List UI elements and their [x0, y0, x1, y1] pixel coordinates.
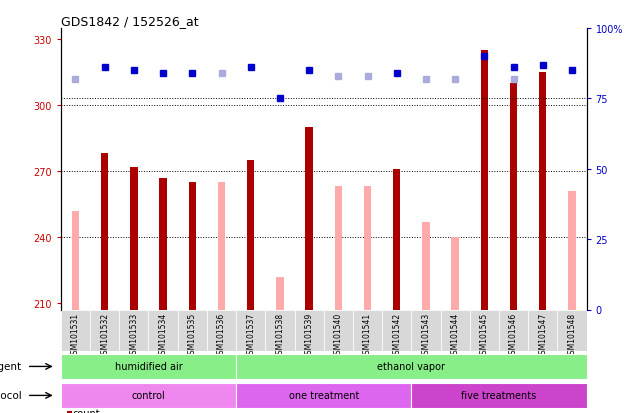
Bar	[510, 84, 517, 310]
Bar	[276, 277, 283, 310]
Bar	[382, 310, 412, 351]
Bar	[101, 154, 108, 310]
Bar	[61, 383, 236, 408]
Bar	[412, 310, 440, 351]
Bar	[528, 310, 557, 351]
Text: five treatments: five treatments	[462, 390, 537, 401]
Text: GSM101538: GSM101538	[276, 312, 285, 358]
Text: GSM101532: GSM101532	[100, 312, 109, 358]
Bar	[499, 310, 528, 351]
Text: GDS1842 / 152526_at: GDS1842 / 152526_at	[61, 15, 199, 28]
Bar	[247, 161, 254, 310]
Bar	[422, 222, 429, 310]
Bar	[149, 310, 178, 351]
Bar	[61, 354, 236, 379]
Bar	[265, 310, 294, 351]
Bar	[557, 310, 587, 351]
Text: GSM101531: GSM101531	[71, 312, 80, 358]
Bar	[218, 183, 225, 310]
Bar	[353, 310, 382, 351]
Bar	[160, 178, 167, 310]
Text: GSM101547: GSM101547	[538, 312, 547, 358]
Text: GSM101536: GSM101536	[217, 312, 226, 358]
Bar	[178, 310, 207, 351]
Text: protocol: protocol	[0, 390, 22, 401]
Bar	[393, 169, 401, 310]
Bar	[569, 191, 576, 310]
Text: GSM101535: GSM101535	[188, 312, 197, 358]
Text: GSM101541: GSM101541	[363, 312, 372, 358]
Text: count: count	[72, 408, 100, 413]
Text: GSM101540: GSM101540	[334, 312, 343, 358]
Bar	[451, 237, 459, 310]
Text: GSM101548: GSM101548	[567, 312, 576, 358]
Bar	[61, 310, 90, 351]
Bar	[236, 354, 587, 379]
Bar	[481, 51, 488, 310]
Text: ethanol vapor: ethanol vapor	[378, 361, 445, 372]
Bar	[364, 187, 371, 310]
Bar	[324, 310, 353, 351]
Bar	[335, 187, 342, 310]
Bar	[119, 310, 149, 351]
Text: GSM101545: GSM101545	[480, 312, 489, 358]
Bar	[470, 310, 499, 351]
Text: GSM101543: GSM101543	[421, 312, 430, 358]
Text: GSM101542: GSM101542	[392, 312, 401, 358]
Bar	[72, 211, 79, 310]
Text: one treatment: one treatment	[288, 390, 359, 401]
Text: agent: agent	[0, 361, 22, 372]
Text: control: control	[131, 390, 165, 401]
Bar	[539, 73, 546, 310]
Text: GSM101539: GSM101539	[304, 312, 313, 358]
Text: GSM101537: GSM101537	[246, 312, 255, 358]
Bar	[207, 310, 236, 351]
Bar	[236, 310, 265, 351]
Text: GSM101534: GSM101534	[158, 312, 167, 358]
Bar	[130, 167, 138, 310]
Bar	[306, 128, 313, 310]
Text: GSM101533: GSM101533	[129, 312, 138, 358]
Bar	[90, 310, 119, 351]
Text: GSM101544: GSM101544	[451, 312, 460, 358]
Text: humidified air: humidified air	[115, 361, 183, 372]
Bar	[440, 310, 470, 351]
Bar	[188, 183, 196, 310]
Bar	[412, 383, 587, 408]
Bar	[236, 383, 412, 408]
Bar	[294, 310, 324, 351]
Text: GSM101546: GSM101546	[509, 312, 518, 358]
